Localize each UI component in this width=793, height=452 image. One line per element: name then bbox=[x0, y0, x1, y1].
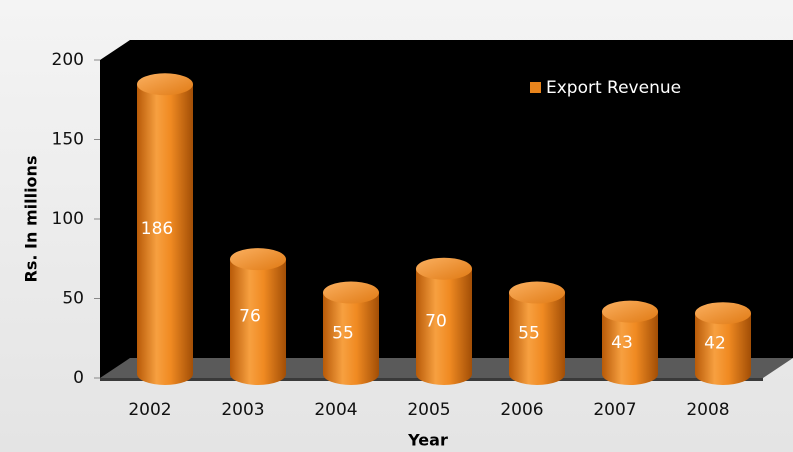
bar-body bbox=[137, 84, 193, 385]
x-tick-label: 2005 bbox=[407, 400, 450, 420]
y-tick-label: 0 bbox=[73, 368, 84, 388]
bar-body bbox=[602, 311, 658, 385]
legend-swatch bbox=[530, 82, 541, 93]
x-tick-label: 2003 bbox=[221, 400, 264, 420]
bar-body bbox=[323, 292, 379, 385]
y-tick-label: 50 bbox=[62, 289, 84, 309]
y-tick-label: 100 bbox=[52, 209, 84, 229]
bar-top bbox=[230, 248, 286, 271]
bar-body bbox=[509, 292, 565, 385]
data-label: 42 bbox=[704, 334, 726, 354]
bar-top bbox=[137, 73, 193, 96]
bar-body bbox=[416, 268, 472, 385]
data-label: 186 bbox=[141, 219, 173, 239]
x-axis-label: Year bbox=[407, 431, 448, 450]
bar-top bbox=[602, 300, 658, 323]
x-tick-label: 2004 bbox=[314, 400, 357, 420]
y-tick-label: 200 bbox=[52, 50, 84, 70]
data-label: 55 bbox=[332, 323, 354, 343]
x-tick-label: 2002 bbox=[128, 400, 171, 420]
y-tick-label: 150 bbox=[52, 130, 84, 150]
bar-body bbox=[695, 313, 751, 385]
legend-label: Export Revenue bbox=[546, 78, 681, 98]
bar-top bbox=[416, 257, 472, 280]
x-tick-label: 2006 bbox=[500, 400, 543, 420]
bar-top bbox=[323, 281, 379, 304]
bar-top bbox=[695, 302, 751, 325]
data-label: 43 bbox=[611, 333, 633, 353]
data-label: 55 bbox=[518, 323, 540, 343]
x-tick-label: 2007 bbox=[593, 400, 636, 420]
bar-body bbox=[230, 259, 286, 385]
y-axis-label: Rs. In millions bbox=[22, 156, 41, 283]
bar-top bbox=[509, 281, 565, 304]
data-label: 76 bbox=[239, 307, 261, 327]
x-tick-label: 2008 bbox=[686, 400, 729, 420]
data-label: 70 bbox=[425, 311, 447, 331]
